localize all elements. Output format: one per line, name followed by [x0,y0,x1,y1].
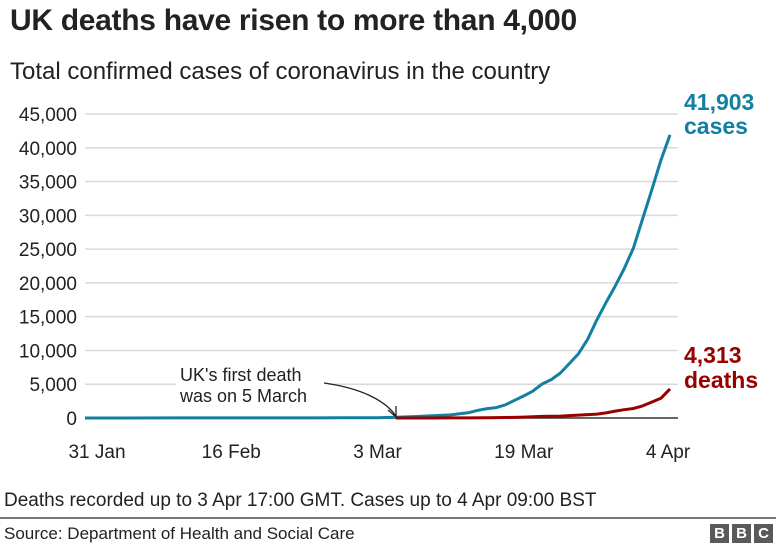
bbc-logo-letter: B [710,524,729,543]
y-tick-label: 25,000 [19,240,77,261]
deaths-end-text: deaths [684,367,758,393]
y-tick-label: 0 [66,409,77,430]
x-tick-label: 4 Apr [646,442,691,463]
bbc-logo: B B C [710,524,773,543]
bbc-logo-letter: B [732,524,751,543]
annotation-arrow [323,382,397,417]
deaths-series-line [395,387,672,420]
x-tick-label: 19 Mar [494,442,554,463]
source-text: Source: Department of Health and Social … [4,524,355,543]
footer-divider [0,517,776,519]
y-axis-ticks: 0 5,000 10,000 15,000 20,000 25,000 30,000 35,0… [19,105,77,430]
deaths-end-label: 4,313 deaths [684,342,758,393]
annotation-arrowhead [387,406,397,419]
deaths-end-value: 4,313 [684,342,742,368]
cases-series-line [84,134,672,420]
chart-title: UK deaths have risen to more than 4,000 [10,4,577,37]
cases-end-value: 41,903 [684,89,754,115]
y-tick-label: 15,000 [19,308,77,329]
cases-end-text: cases [684,113,748,139]
y-tick-label: 5,000 [29,375,77,396]
x-axis-ticks: 31 Jan 16 Feb 3 Mar 19 Mar 4 Apr [68,442,690,463]
y-tick-label: 45,000 [19,105,77,126]
footnote: Deaths recorded up to 3 Apr 17:00 GMT. C… [4,490,597,511]
x-tick-label: 3 Mar [353,442,402,463]
y-tick-label: 20,000 [19,274,77,295]
annotation-first-death: UK's first death was on 5 March [176,361,397,419]
annotation-background [176,361,328,407]
annotation-line-1: UK's first death [180,365,301,385]
x-tick-label: 16 Feb [202,442,261,463]
gridlines [85,113,678,385]
cases-end-label: 41,903 cases [684,89,754,139]
x-tick-label: 31 Jan [68,442,125,463]
y-tick-label: 35,000 [19,173,77,194]
y-tick-label: 10,000 [19,341,77,362]
y-tick-label: 30,000 [19,206,77,227]
y-tick-label: 40,000 [19,139,77,160]
annotation-line-2: was on 5 March [179,386,307,406]
chart-subtitle: Total confirmed cases of coronavirus in … [10,58,551,85]
bbc-logo-letter: C [754,524,773,543]
